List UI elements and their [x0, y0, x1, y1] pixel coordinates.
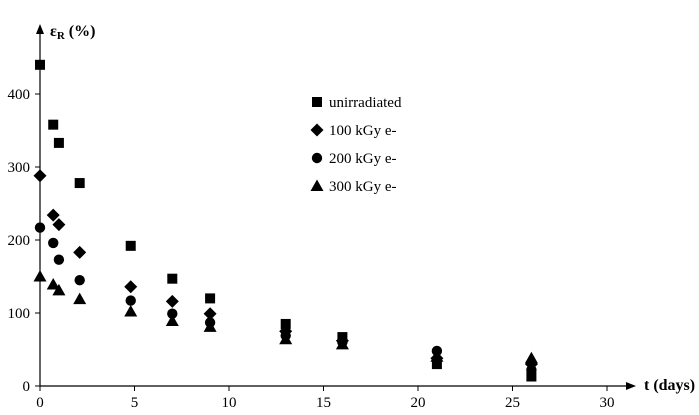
point-triangle	[335, 337, 349, 350]
point-diamond	[203, 307, 217, 321]
point-square	[53, 137, 64, 148]
axes	[36, 24, 636, 390]
point-triangle	[33, 270, 47, 282]
point-triangle	[524, 351, 538, 364]
point-triangle	[430, 350, 444, 362]
point-diamond	[52, 218, 66, 232]
legend-label-circle: 200 kGy e-	[329, 151, 397, 167]
point-triangle	[124, 305, 138, 317]
point-circle	[167, 308, 178, 319]
point-diamond	[124, 280, 138, 294]
point-triangle	[73, 292, 87, 305]
point-square	[125, 240, 136, 251]
point-square	[48, 119, 59, 130]
y-axis-title-rest: (%)	[65, 23, 96, 40]
point-triangle	[279, 332, 293, 345]
point-diamond	[73, 245, 87, 259]
point-square	[280, 318, 291, 329]
point-diamond	[165, 294, 179, 308]
x-axis-title: t (days)	[644, 377, 695, 394]
point-circle	[34, 222, 46, 233]
legend-marker-triangle	[310, 179, 324, 191]
y-tick-label: 0	[23, 379, 31, 395]
point-circle	[53, 254, 65, 265]
point-square	[74, 178, 85, 189]
x-tick-label: 0	[36, 395, 44, 411]
point-circle	[526, 364, 537, 376]
point-triangle	[203, 320, 217, 332]
legend: unirradiated 100 kGy e- 200 kGy e- 300 kGy …	[310, 95, 402, 195]
legend-marker-square	[312, 97, 322, 107]
x-tick-label: 10	[222, 395, 237, 411]
y-axis-title: εR (%)	[50, 23, 95, 42]
y-axis-arrow	[36, 24, 44, 34]
legend-marker-circle	[311, 152, 323, 164]
y-tick-label: 200	[8, 233, 31, 249]
x-axis-arrow	[626, 382, 636, 390]
y-tick-label: 300	[8, 160, 31, 176]
legend-marker-diamond	[310, 123, 324, 137]
point-diamond	[33, 169, 47, 183]
legend-label-triangle: 300 kGy e-	[329, 179, 397, 195]
x-tick-label: 20	[411, 395, 426, 411]
x-tick-label: 15	[316, 395, 331, 411]
point-circle	[74, 274, 85, 286]
y-tick-label: 400	[8, 87, 31, 103]
point-circle	[125, 295, 136, 306]
y-tick-label: 100	[8, 306, 31, 322]
point-triangle	[46, 278, 60, 290]
point-square	[35, 59, 45, 70]
x-tick-label: 5	[131, 395, 139, 411]
legend-label-diamond: 100 kGy e-	[329, 123, 397, 139]
point-square	[205, 293, 216, 304]
point-diamond	[46, 208, 60, 222]
point-square	[167, 273, 178, 284]
y-axis-title-sub: R	[57, 30, 66, 42]
legend-label-square: unirradiated	[329, 95, 402, 111]
point-circle	[48, 237, 59, 249]
y-axis-title-main: ε	[50, 23, 57, 40]
x-tick-label: 30	[600, 395, 615, 411]
data-points	[33, 59, 538, 382]
point-triangle	[52, 283, 66, 296]
point-square	[526, 371, 537, 382]
x-tick-label: 25	[505, 395, 520, 411]
point-triangle	[165, 314, 179, 327]
